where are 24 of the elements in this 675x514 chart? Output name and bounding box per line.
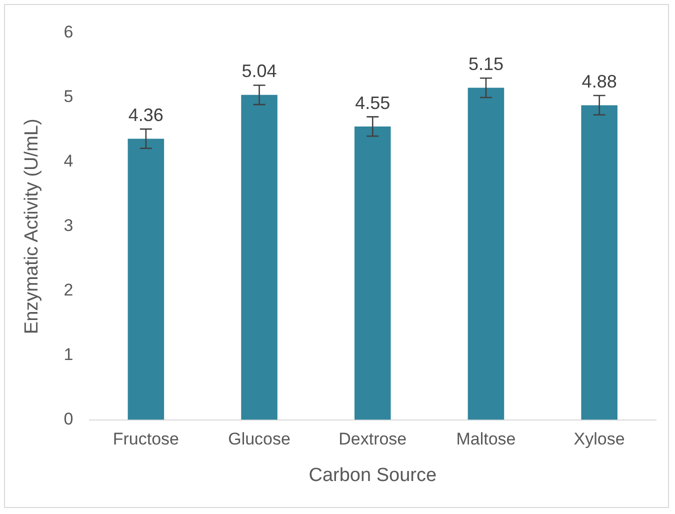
y-tick-label: 2 (64, 280, 74, 300)
y-tick-label: 4 (64, 152, 74, 171)
data-label: 4.55 (355, 92, 390, 113)
y-tick-label: 6 (64, 22, 74, 42)
data-label: 5.15 (468, 54, 504, 74)
data-label: 4.88 (582, 72, 617, 92)
x-axis-title: Carbon Source (308, 464, 437, 486)
x-tick-label: Fructose (112, 430, 179, 449)
y-axis-title: Enzymatic Activity (U/mL) (22, 118, 43, 334)
data-label: 4.36 (128, 105, 164, 126)
y-tick-label: 1 (64, 345, 74, 364)
y-tick-label: 3 (64, 216, 74, 236)
x-tick-label: Dextrose (338, 430, 407, 449)
bar (241, 94, 278, 420)
y-tick-label: 0 (64, 409, 74, 428)
bar (468, 88, 504, 420)
bar (581, 105, 618, 420)
y-tick-label: 5 (64, 87, 74, 106)
bar (128, 138, 164, 420)
bar (354, 126, 391, 420)
data-label: 5.04 (242, 61, 277, 82)
x-tick-label: Glucose (228, 430, 290, 449)
x-tick-label: Xylose (574, 430, 625, 449)
x-tick-label: Maltose (456, 430, 516, 449)
